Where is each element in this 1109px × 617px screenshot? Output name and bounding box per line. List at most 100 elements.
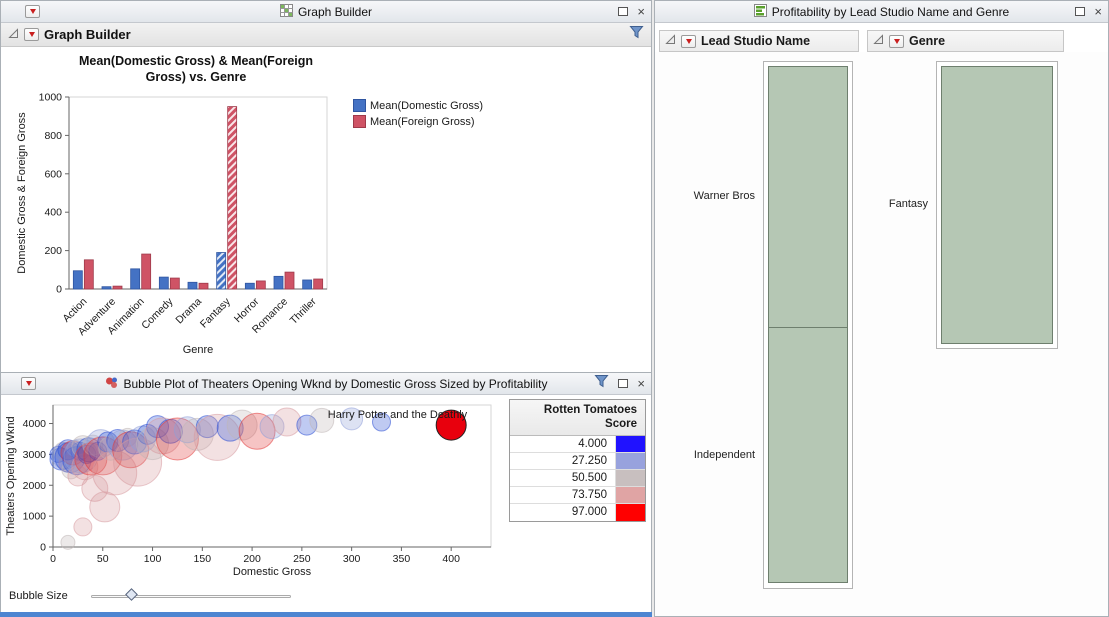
rt-legend-value: 97.000	[571, 505, 607, 518]
window-edge-highlight	[0, 612, 652, 617]
bubble-point[interactable]	[122, 429, 148, 455]
bubble-point[interactable]	[81, 474, 109, 502]
bubble-point[interactable]	[340, 407, 364, 431]
header-genre[interactable]: Genre	[867, 30, 1064, 52]
bar-horror-series0[interactable]	[244, 282, 255, 290]
bubble-point[interactable]	[60, 534, 76, 550]
bar-fantasy-series1[interactable]	[227, 106, 238, 290]
legend-entry[interactable]: Mean(Domestic Gross)	[353, 99, 483, 112]
red-triangle-menu-icon[interactable]	[21, 377, 36, 390]
bubble-plot-body: 0 50 100 150 200 250 300 350 400 0 1000 2000 3000 400…	[1, 395, 651, 612]
mosaic-titlebar[interactable]: Profitability by Lead Studio Name and Ge…	[655, 1, 1108, 23]
bubble-point[interactable]	[155, 417, 199, 461]
bubble-annotation: Harry Potter and the Deathly	[328, 409, 468, 421]
svg-text:250: 250	[293, 553, 311, 565]
bubble-plot-window-icon	[105, 376, 119, 392]
red-triangle-menu-icon[interactable]	[25, 5, 40, 18]
mosaic-segment-warner-bros[interactable]	[768, 66, 848, 328]
maximize-icon[interactable]	[1075, 7, 1086, 16]
bubble-point[interactable]	[180, 417, 214, 451]
bubble-point-highlighted[interactable]	[435, 409, 467, 441]
bubble-point[interactable]	[195, 415, 219, 439]
legend-swatch	[353, 99, 366, 112]
svg-text:200: 200	[243, 553, 261, 565]
rt-legend-swatch	[615, 452, 645, 469]
bubble-point[interactable]	[216, 414, 244, 442]
bar-drama-series1[interactable]	[198, 282, 209, 290]
bar-comedy-series0[interactable]	[158, 276, 169, 290]
rt-legend-row[interactable]: 50.500	[510, 469, 645, 487]
bubble-point[interactable]	[309, 407, 335, 433]
rt-legend-row[interactable]: 4.000	[510, 435, 645, 453]
svg-text:300: 300	[343, 553, 361, 565]
bar-fantasy-series0[interactable]	[216, 252, 227, 290]
bubble-point[interactable]	[372, 412, 391, 432]
bubble-point[interactable]	[226, 409, 258, 441]
bar-action-series0[interactable]	[72, 270, 83, 290]
section-title: Graph Builder	[44, 27, 131, 42]
bubble-size-slider-track[interactable]	[91, 595, 291, 598]
red-triangle-menu-icon[interactable]	[681, 34, 696, 48]
bar-animation-series0[interactable]	[130, 268, 141, 290]
bar-adventure-series1[interactable]	[112, 285, 123, 290]
bubble-point[interactable]	[89, 491, 121, 523]
rt-legend-swatch	[615, 435, 645, 452]
filter-funnel-icon[interactable]	[594, 374, 609, 393]
rt-legend-row[interactable]: 27.250	[510, 452, 645, 470]
filter-funnel-icon[interactable]	[629, 25, 644, 44]
bubble-plot-titlebar[interactable]: Bubble Plot of Theaters Opening Wknd by …	[1, 373, 651, 395]
bubble-point[interactable]	[73, 517, 93, 537]
red-triangle-menu-icon[interactable]	[889, 34, 904, 48]
bar-romance-series1[interactable]	[284, 271, 295, 290]
bubble-point[interactable]	[83, 436, 123, 476]
red-triangle-glyph	[893, 38, 900, 44]
bar-romance-series0[interactable]	[273, 275, 284, 290]
graph-builder-titlebar[interactable]: Graph Builder ×	[1, 1, 651, 23]
svg-text:400: 400	[44, 207, 62, 219]
bubble-chart-canvas[interactable]: 0 50 100 150 200 250 300 350 4000100020003000400…	[3, 397, 499, 583]
rt-legend-rows: 4.000 27.250 50.500 73.750 97.000	[510, 435, 645, 521]
bar-chart-canvas[interactable]: 02004006008001000ActionAdventureAnimatio…	[11, 89, 347, 361]
rt-legend-row[interactable]: 97.000	[510, 503, 645, 521]
bubble-point[interactable]	[296, 414, 318, 436]
bar-horror-series1[interactable]	[255, 280, 266, 290]
bar-adventure-series0[interactable]	[101, 286, 112, 290]
close-icon[interactable]: ×	[637, 4, 645, 19]
bar-action-series1[interactable]	[83, 259, 94, 290]
close-icon[interactable]: ×	[637, 376, 645, 391]
mosaic-label-independent: Independent	[693, 448, 755, 461]
svg-text:2000: 2000	[23, 480, 47, 492]
close-icon[interactable]: ×	[1094, 4, 1102, 19]
rt-legend-title: Rotten Tomatoes Score	[510, 400, 645, 436]
rotten-tomatoes-legend: Rotten Tomatoes Score 4.000 27.250 50.500 7…	[509, 399, 646, 522]
rt-legend-value: 73.750	[571, 488, 607, 501]
svg-text:50: 50	[97, 553, 109, 565]
bar-thriller-series0[interactable]	[302, 279, 313, 290]
bubble-point[interactable]	[272, 407, 302, 437]
bar-drama-series0[interactable]	[187, 281, 198, 290]
bar-comedy-series1[interactable]	[169, 277, 180, 290]
legend-label: Mean(Foreign Gross)	[370, 115, 475, 128]
mosaic-segment-independent[interactable]	[768, 326, 848, 583]
svg-text:0: 0	[40, 542, 46, 554]
bar-thriller-series1[interactable]	[313, 278, 324, 290]
legend-entry[interactable]: Mean(Foreign Gross)	[353, 115, 483, 128]
disclosure-triangle-icon[interactable]	[8, 26, 19, 44]
rt-legend-row[interactable]: 73.750	[510, 486, 645, 504]
red-triangle-menu-icon[interactable]	[24, 28, 39, 41]
bubble-size-slider-thumb[interactable]	[125, 588, 138, 601]
maximize-icon[interactable]	[618, 379, 629, 388]
rt-legend-swatch	[615, 486, 645, 503]
svg-text:600: 600	[44, 168, 62, 180]
maximize-icon[interactable]	[618, 7, 629, 16]
mosaic-label-fantasy: Fantasy	[888, 198, 928, 210]
rt-legend-value: 4.000	[578, 437, 607, 450]
bubble-point[interactable]	[137, 423, 159, 445]
disclosure-triangle-icon[interactable]	[665, 34, 676, 48]
disclosure-triangle-icon[interactable]	[873, 34, 884, 48]
bubble-point[interactable]	[238, 412, 276, 450]
graph-builder-section-header: Graph Builder	[1, 23, 651, 47]
mosaic-segment-fantasy[interactable]	[941, 66, 1053, 344]
bar-animation-series1[interactable]	[141, 253, 152, 290]
header-lead-studio-name[interactable]: Lead Studio Name	[659, 30, 859, 52]
